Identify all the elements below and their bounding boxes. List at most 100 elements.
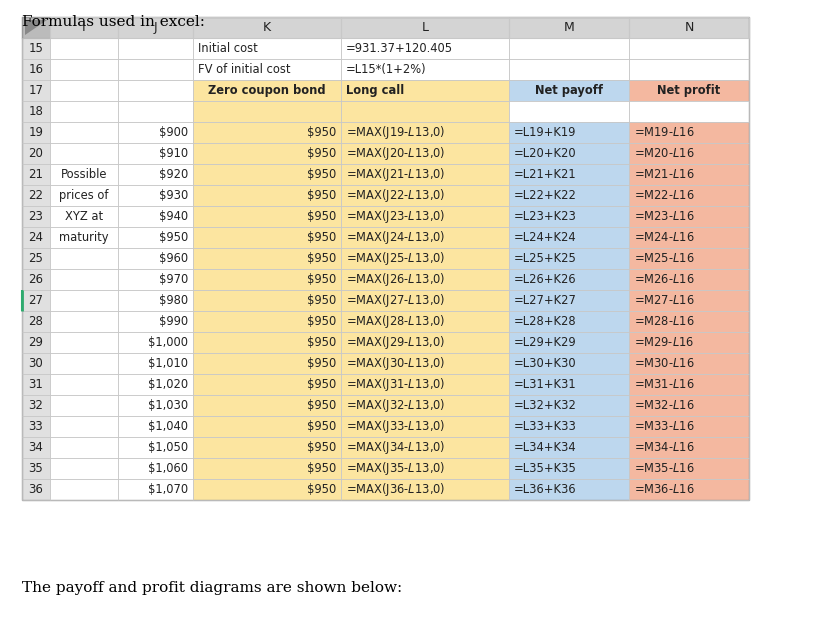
Bar [118, 395, 193, 416]
Bar [50, 332, 118, 353]
Bar [341, 269, 509, 290]
Text: =M28-$L$16: =M28-$L$16 [634, 315, 695, 328]
Bar [193, 164, 341, 185]
Bar [50, 437, 118, 458]
Bar [509, 374, 629, 395]
Bar [509, 206, 629, 227]
Bar [50, 143, 118, 164]
Text: $950: $950 [307, 147, 336, 160]
Text: =MAX(J34-$L$13,0): =MAX(J34-$L$13,0) [346, 439, 446, 456]
Bar [629, 59, 749, 80]
Text: $950: $950 [307, 462, 336, 475]
Bar [341, 395, 509, 416]
Text: $910: $910 [159, 147, 188, 160]
Bar [22, 290, 50, 311]
Bar [341, 248, 509, 269]
Text: $950: $950 [307, 483, 336, 496]
Bar [629, 290, 749, 311]
Text: $980: $980 [159, 294, 188, 307]
Text: 34: 34 [28, 441, 44, 454]
Text: $1,000: $1,000 [148, 336, 188, 349]
Bar [22, 479, 50, 500]
Bar [22, 17, 749, 500]
Bar [629, 143, 749, 164]
Bar [193, 395, 341, 416]
Bar [50, 38, 118, 59]
Bar [22, 80, 50, 101]
Text: prices of: prices of [59, 189, 109, 202]
Bar [118, 206, 193, 227]
Bar [22, 164, 50, 185]
Text: $950: $950 [307, 252, 336, 265]
Bar [22, 416, 50, 437]
Text: 29: 29 [28, 336, 44, 349]
Bar [509, 122, 629, 143]
Bar [118, 332, 193, 353]
Text: $990: $990 [159, 315, 188, 328]
Text: J: J [153, 21, 158, 34]
Bar [118, 290, 193, 311]
Bar [22, 353, 50, 374]
Bar [193, 80, 341, 101]
Text: 21: 21 [28, 168, 44, 181]
Text: M: M [564, 21, 574, 34]
Text: $1,010: $1,010 [148, 357, 188, 370]
Text: =M30-$L$16: =M30-$L$16 [634, 357, 695, 370]
Text: $950: $950 [307, 189, 336, 202]
Text: N: N [685, 21, 694, 34]
Text: $940: $940 [159, 210, 188, 223]
Bar [118, 437, 193, 458]
Text: Long call: Long call [346, 84, 404, 97]
Bar [629, 395, 749, 416]
Text: =L34+K34: =L34+K34 [514, 441, 577, 454]
Bar [509, 17, 629, 38]
Bar [341, 374, 509, 395]
Text: =L27+K27: =L27+K27 [514, 294, 577, 307]
Text: $1,020: $1,020 [147, 378, 188, 391]
Bar [118, 122, 193, 143]
Bar [341, 122, 509, 143]
Bar [509, 416, 629, 437]
Text: =L19+K19: =L19+K19 [514, 126, 577, 139]
Text: =MAX(J22-$L$13,0): =MAX(J22-$L$13,0) [346, 187, 446, 204]
Bar [341, 164, 509, 185]
Bar [509, 458, 629, 479]
Bar [341, 101, 509, 122]
Bar [341, 479, 509, 500]
Text: 31: 31 [28, 378, 44, 391]
Text: FV of initial cost: FV of initial cost [198, 63, 291, 76]
Bar [629, 185, 749, 206]
Bar [629, 311, 749, 332]
Bar [341, 311, 509, 332]
Bar [50, 101, 118, 122]
Bar [341, 143, 509, 164]
Text: 15: 15 [28, 42, 44, 55]
Bar [118, 143, 193, 164]
Text: XYZ at: XYZ at [65, 210, 103, 223]
Bar [341, 59, 509, 80]
Text: =MAX(J28-$L$13,0): =MAX(J28-$L$13,0) [346, 313, 446, 330]
Bar [193, 269, 341, 290]
Bar [50, 458, 118, 479]
Bar [629, 38, 749, 59]
Bar [509, 59, 629, 80]
Text: $1,070: $1,070 [147, 483, 188, 496]
Bar [50, 374, 118, 395]
Text: =L15*(1+2%): =L15*(1+2%) [346, 63, 427, 76]
Text: =MAX(J25-$L$13,0): =MAX(J25-$L$13,0) [346, 250, 446, 267]
Text: =M35-$L$16: =M35-$L$16 [634, 462, 695, 475]
Text: =M25-$L$16: =M25-$L$16 [634, 252, 695, 265]
Bar [118, 374, 193, 395]
Text: $1,060: $1,060 [148, 462, 188, 475]
Bar [50, 59, 118, 80]
Text: =MAX(J24-$L$13,0): =MAX(J24-$L$13,0) [346, 229, 446, 246]
Text: 20: 20 [28, 147, 44, 160]
Text: Zero coupon bond: Zero coupon bond [208, 84, 326, 97]
Bar [629, 458, 749, 479]
Text: =M29-$L$16: =M29-$L$16 [634, 336, 695, 349]
Text: $950: $950 [307, 441, 336, 454]
Bar [118, 164, 193, 185]
Text: Net profit: Net profit [657, 84, 721, 97]
Bar [22, 143, 50, 164]
Bar [50, 122, 118, 143]
